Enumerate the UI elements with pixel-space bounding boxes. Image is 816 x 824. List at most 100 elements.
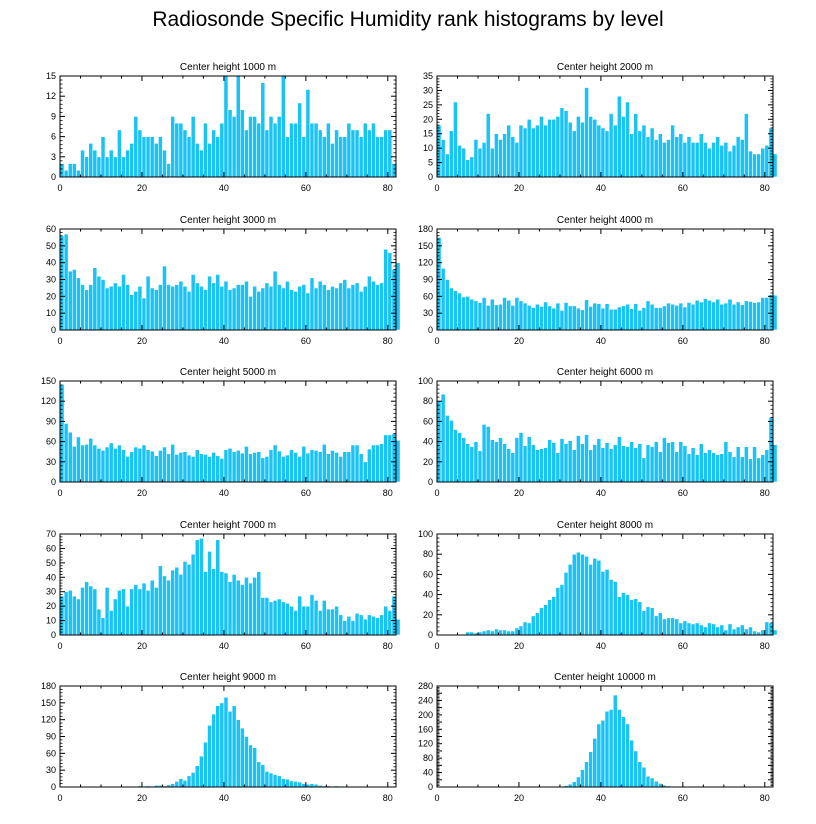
histogram-bar xyxy=(276,775,282,788)
histogram-bar xyxy=(571,130,577,178)
histogram-bar xyxy=(625,594,630,636)
histogram-bar xyxy=(461,147,466,178)
histogram-bar xyxy=(604,569,610,636)
histogram-bar xyxy=(641,766,647,788)
histogram-bar xyxy=(694,454,700,483)
x-tick-label: 20 xyxy=(514,488,524,498)
histogram-bar xyxy=(227,448,233,483)
histogram-bar xyxy=(649,607,655,636)
histogram-bar xyxy=(248,582,253,636)
histogram-bar xyxy=(526,118,532,178)
x-tick-label: 40 xyxy=(596,488,606,498)
histogram-bar xyxy=(371,444,376,483)
histogram-bar xyxy=(539,448,544,483)
histogram-bar xyxy=(256,761,262,788)
y-tick-label: 60 xyxy=(46,437,56,447)
histogram-bar xyxy=(88,284,94,331)
y-tick-label: 240 xyxy=(418,695,433,705)
histogram-bar xyxy=(657,612,663,636)
histogram-bar xyxy=(256,290,262,331)
histogram-bar xyxy=(371,280,376,331)
histogram-bar xyxy=(334,129,339,178)
histogram-bar xyxy=(313,450,319,483)
y-tick-label: 150 xyxy=(418,241,433,251)
histogram-bar xyxy=(280,287,286,331)
x-tick-label: 40 xyxy=(596,336,606,346)
y-tick-label: 120 xyxy=(418,258,433,268)
histogram-bar xyxy=(297,102,303,178)
histogram-bar xyxy=(612,308,618,331)
histogram-bar xyxy=(207,456,212,483)
histogram-bar xyxy=(395,439,401,483)
histogram-bar xyxy=(711,452,716,483)
histogram-bar xyxy=(760,629,766,636)
histogram-bar xyxy=(379,282,385,331)
x-tick-label: 60 xyxy=(678,183,688,193)
histogram-bar xyxy=(637,761,643,788)
histogram-bar xyxy=(592,118,598,178)
histogram-bar xyxy=(158,136,163,178)
histogram-bar xyxy=(321,284,327,331)
histogram-bar xyxy=(596,303,602,331)
histogram-bar xyxy=(764,297,770,331)
histogram-bar xyxy=(649,127,655,178)
histogram-bar xyxy=(735,136,741,178)
histogram-bar xyxy=(108,442,114,483)
histogram-bar xyxy=(633,303,639,331)
histogram-bar xyxy=(264,597,270,636)
histogram-bar xyxy=(248,744,253,788)
histogram-bar xyxy=(551,442,557,483)
histogram-bar xyxy=(104,587,110,636)
histogram-bar xyxy=(625,101,630,178)
histogram-bar xyxy=(84,443,89,483)
y-tick-label: 60 xyxy=(423,569,433,579)
histogram-bar xyxy=(244,446,249,483)
histogram-bar xyxy=(215,705,221,788)
histogram-bar xyxy=(440,139,446,178)
histogram-bar xyxy=(194,539,200,636)
histogram-bar xyxy=(457,432,462,483)
histogram-bar xyxy=(211,452,217,483)
histogram-bar xyxy=(244,129,249,178)
histogram-bar xyxy=(731,144,737,178)
histogram-bar xyxy=(100,617,106,636)
histogram-bar xyxy=(215,136,221,178)
histogram-bar xyxy=(268,285,274,331)
histogram-bar xyxy=(117,285,122,331)
histogram-bar xyxy=(633,113,639,178)
histogram-bar xyxy=(194,449,200,483)
x-tick-label: 60 xyxy=(678,793,688,803)
histogram-bar xyxy=(563,110,569,178)
histogram-bar xyxy=(494,304,499,331)
histogram-bar xyxy=(170,783,176,788)
histogram-bar xyxy=(485,629,491,636)
histogram-bar xyxy=(596,723,602,788)
histogram-bar xyxy=(182,561,188,636)
histogram-bar xyxy=(715,454,721,483)
histogram-bar xyxy=(350,620,356,636)
histogram-bar xyxy=(596,438,602,483)
histogram-bar xyxy=(760,454,766,483)
y-tick-label: 90 xyxy=(46,732,56,742)
histogram-bar xyxy=(293,452,298,483)
histogram-bar xyxy=(133,584,139,636)
histogram-bar xyxy=(752,153,757,178)
histogram-bar xyxy=(735,446,741,483)
histogram-bar xyxy=(133,446,139,483)
histogram-bar xyxy=(301,605,307,636)
histogram-bar xyxy=(305,292,311,331)
histogram-bar xyxy=(125,284,130,331)
histogram-bar xyxy=(145,449,151,483)
histogram-bar xyxy=(637,601,643,636)
histogram-bar xyxy=(514,437,520,483)
histogram-bar xyxy=(301,783,307,788)
panel-1: Center height 1000 m 0 20 40 60 80 0 3 6 9 12 15 xyxy=(46,62,397,193)
y-tick-label: 6 xyxy=(51,132,56,142)
histogram-bar xyxy=(715,298,721,331)
histogram-bar xyxy=(727,623,733,636)
histogram-bar xyxy=(248,453,253,483)
histogram-bar xyxy=(92,588,98,636)
histogram-bar xyxy=(502,297,507,331)
histogram-bar xyxy=(494,441,499,483)
